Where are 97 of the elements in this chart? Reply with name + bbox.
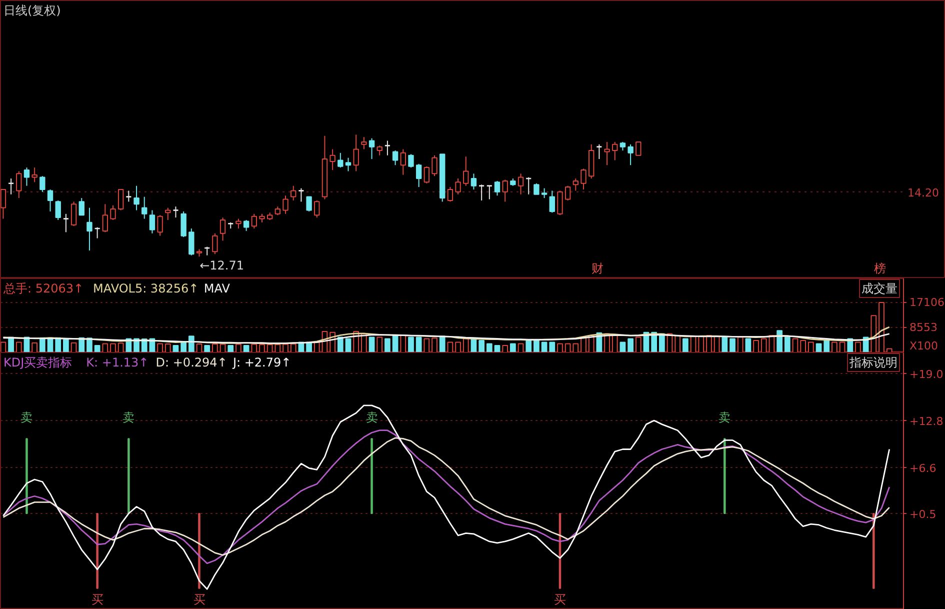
candlestick	[86, 207, 92, 251]
candlestick	[392, 150, 398, 166]
candlestick	[580, 168, 586, 190]
candlestick	[572, 178, 579, 192]
data-label: 买	[193, 592, 206, 606]
candlestick	[470, 173, 477, 190]
chart-title: KDJ买卖指标	[4, 356, 72, 370]
text: MAVOL5: 38256↑	[93, 282, 199, 296]
text: 总手: 52063↑	[2, 282, 84, 296]
candlestick	[478, 184, 485, 201]
candlestick	[126, 190, 132, 202]
candlestick	[604, 141, 610, 166]
candlestick	[628, 144, 634, 166]
candlestick	[40, 176, 46, 192]
candlestick	[70, 201, 77, 227]
candlestick	[16, 170, 22, 199]
candlestick	[408, 154, 414, 168]
candlestick	[612, 141, 618, 161]
candlestick	[549, 190, 555, 214]
candlestick	[541, 188, 548, 199]
candlestick	[32, 167, 38, 183]
candlestick	[353, 134, 359, 172]
candlestick	[432, 154, 438, 177]
candlestick	[298, 188, 304, 202]
candlestick	[518, 173, 524, 195]
candlestick	[306, 196, 312, 212]
candlestick	[416, 163, 422, 188]
candlestick	[447, 186, 454, 202]
candlestick	[282, 195, 288, 214]
text: 14.20	[908, 186, 939, 200]
candlestick	[463, 156, 469, 186]
candlestick	[424, 166, 430, 184]
annotation: 指标说明	[848, 356, 898, 370]
candlestick	[368, 138, 375, 160]
data-label: 卖	[20, 410, 33, 425]
candlestick	[400, 148, 406, 176]
candlestick	[251, 213, 257, 230]
text: 财	[591, 262, 604, 276]
candlestick	[47, 188, 54, 212]
annotation: 成交量	[862, 282, 898, 296]
candlestick	[134, 185, 140, 211]
candlestick	[236, 218, 242, 230]
y-tick-label: +6.6	[910, 462, 936, 475]
data-label: 卖	[718, 410, 731, 425]
text: MAV	[204, 282, 231, 296]
text: K: +1.13↑	[86, 356, 149, 370]
y-tick-label: 17106	[910, 296, 944, 309]
candlestick	[361, 136, 367, 150]
y-tick-label: +19.0	[910, 368, 944, 382]
candlestick	[557, 190, 563, 216]
candlestick	[24, 167, 30, 186]
candlestick	[118, 188, 124, 211]
y-tick-label: +0.5	[910, 508, 936, 522]
candlestick	[110, 204, 116, 220]
candlestick	[455, 178, 461, 195]
text: J: +2.79↑	[232, 356, 292, 370]
candlestick	[534, 182, 540, 195]
candlestick	[243, 219, 250, 232]
candlestick	[55, 200, 61, 220]
candlestick	[180, 210, 186, 238]
candlestick	[502, 179, 508, 202]
chart-title: 日线(复权)	[4, 4, 61, 18]
candlestick	[8, 178, 14, 195]
candlestick	[102, 204, 108, 233]
y-tick-label: X100	[910, 340, 938, 352]
text: 榜	[874, 262, 886, 276]
candlestick	[290, 185, 296, 201]
candlestick	[345, 157, 352, 172]
data-label: 买	[554, 592, 566, 606]
candlestick	[78, 198, 84, 216]
y-tick-label: +12.8	[910, 415, 944, 428]
candlestick	[376, 145, 382, 156]
line-series	[2, 404, 890, 590]
candlestick	[157, 214, 163, 236]
data-label: 卖	[366, 410, 378, 425]
data-label: 卖	[122, 410, 135, 425]
text: D: +0.294↑	[156, 356, 228, 370]
candlestick	[494, 180, 500, 196]
candlestick	[172, 206, 179, 218]
data-label: 买	[91, 592, 104, 606]
candlestick	[486, 185, 493, 200]
text: ←12.71	[200, 258, 244, 272]
candlestick	[212, 232, 218, 255]
candlestick	[0, 188, 6, 220]
candlestick	[338, 152, 344, 168]
candlestick	[62, 213, 70, 233]
candlestick	[596, 144, 602, 160]
candlestick	[165, 207, 171, 220]
candlestick	[314, 200, 320, 218]
candlestick	[142, 196, 148, 220]
candlestick	[564, 185, 571, 201]
candlestick	[220, 217, 226, 242]
candlestick	[330, 148, 336, 170]
y-tick-label: 8553	[910, 320, 938, 334]
candlestick	[188, 228, 194, 256]
candlestick	[149, 210, 156, 234]
candlestick	[636, 141, 642, 156]
